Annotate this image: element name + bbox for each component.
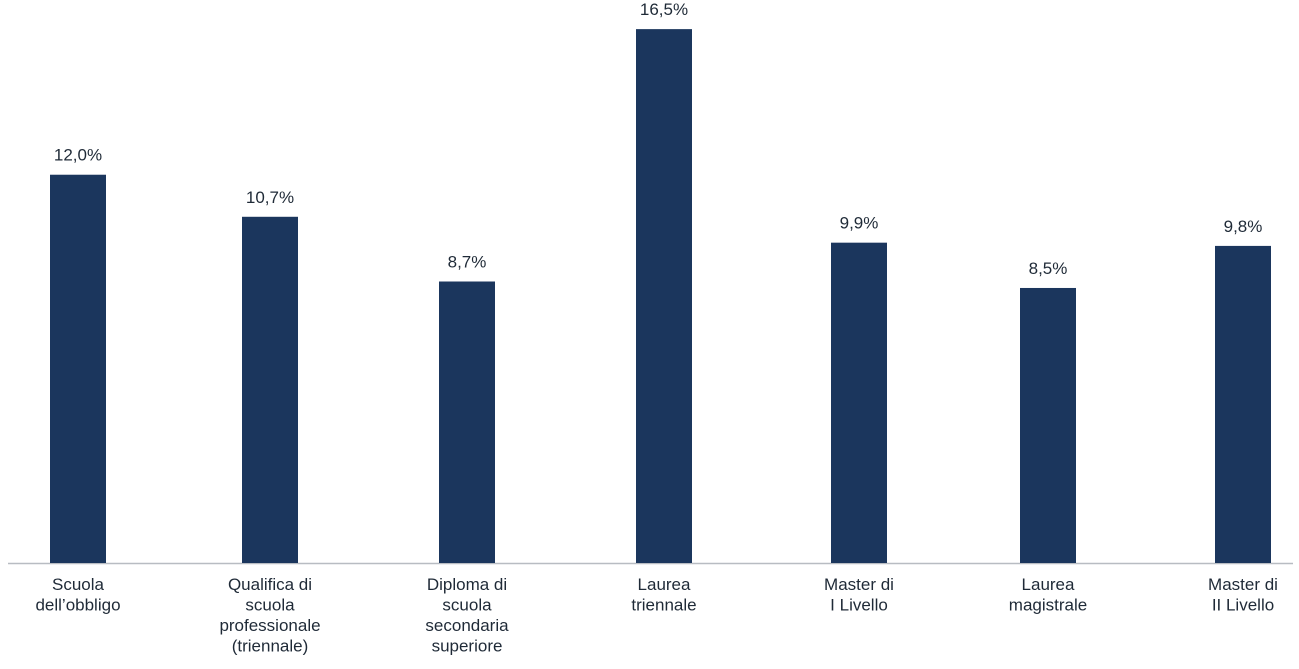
category-label-line: magistrale: [1009, 596, 1087, 615]
bars-group: [50, 29, 1271, 564]
bar: [636, 29, 692, 564]
category-label: Scuola dell’obbligo: [35, 575, 120, 615]
category-label-line: II Livello: [1212, 596, 1274, 615]
bar-value-label: 9,9%: [840, 214, 879, 233]
category-label-line: Scuola: [52, 575, 105, 594]
bar: [1215, 245, 1271, 563]
bar: [831, 242, 887, 563]
category-label-line: superiore: [432, 637, 503, 656]
category-label: Master di II Livello: [1208, 575, 1278, 615]
value-labels-group: 12,0% 10,7% 8,7% 16,5% 9,9% 8,5% 9,8%: [54, 0, 1262, 278]
bar-value-label: 10,7%: [246, 188, 294, 207]
category-label-line: (triennale): [232, 637, 309, 656]
category-label-line: Diploma di: [427, 575, 507, 594]
category-label-line: scuola: [245, 596, 295, 615]
bar: [50, 174, 106, 564]
category-label-line: Master di: [1208, 575, 1278, 594]
category-label-line: secondaria: [425, 616, 509, 635]
category-label-line: triennale: [631, 596, 696, 615]
category-label-line: scuola: [442, 596, 492, 615]
category-label-line: Qualifica di: [228, 575, 312, 594]
bar-value-label: 16,5%: [640, 0, 688, 19]
category-label: Diploma di scuola secondaria superiore: [425, 575, 509, 656]
category-label-line: Master di: [824, 575, 894, 594]
bar: [439, 281, 495, 563]
category-label-line: Laurea: [638, 575, 691, 594]
category-label: Laurea magistrale: [1009, 575, 1087, 615]
bar-value-label: 9,8%: [1224, 217, 1263, 236]
bar-value-label: 8,7%: [448, 253, 487, 272]
category-label: Master di I Livello: [824, 575, 894, 615]
category-label: Qualifica di scuola professionale (triennal…: [219, 575, 320, 656]
category-label: Laurea triennale: [631, 575, 696, 615]
bar: [1020, 287, 1076, 563]
category-label-line: professionale: [219, 616, 320, 635]
category-label-line: dell’obbligo: [35, 596, 120, 615]
bar-value-label: 12,0%: [54, 146, 102, 165]
category-label-line: Laurea: [1022, 575, 1075, 594]
bar-value-label: 8,5%: [1029, 259, 1068, 278]
bar: [242, 216, 298, 563]
category-label-line: I Livello: [830, 596, 888, 615]
